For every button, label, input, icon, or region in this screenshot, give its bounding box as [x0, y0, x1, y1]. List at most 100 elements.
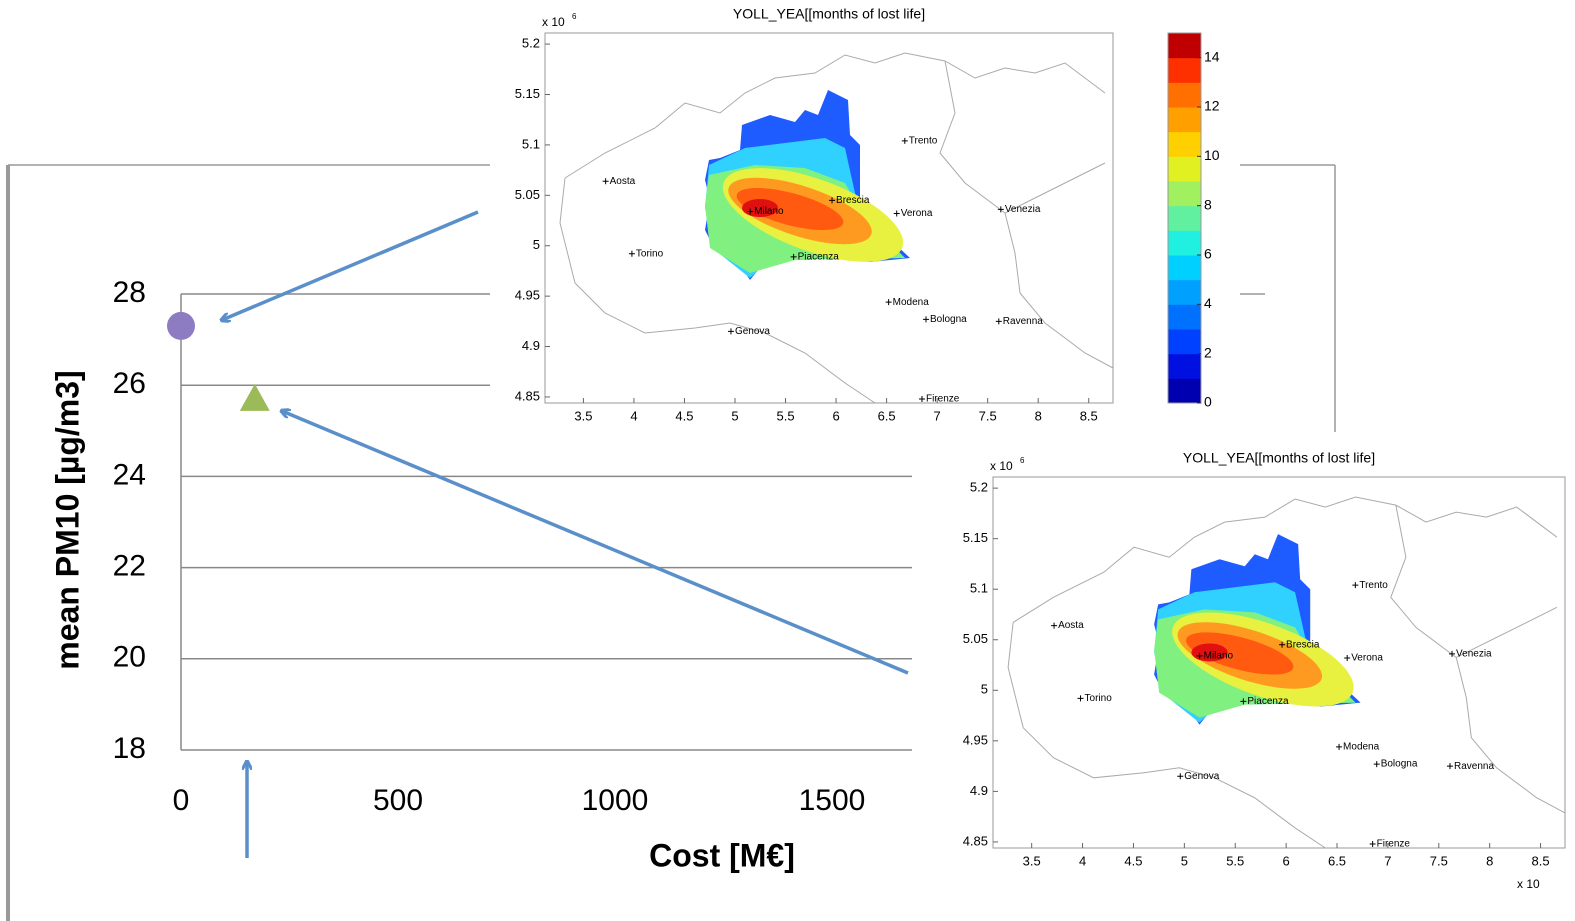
y-tick-label: 5 [533, 237, 540, 252]
arrow [222, 212, 478, 320]
y-tick-label: 20 [113, 641, 146, 674]
colorbar-tick-label: 8 [1204, 196, 1212, 212]
colorbar-cell [1168, 156, 1201, 181]
y-tick-label: 5.15 [963, 530, 988, 545]
y-tick-label: 4.85 [963, 833, 988, 848]
map-title: YOLL_YEA[[months of lost life] [1183, 450, 1375, 466]
body: 182022242628050010001500mean PM10 [µg/m3… [0, 0, 1575, 921]
y-exponent: 6 [572, 12, 577, 21]
y-tick-label: 5.1 [970, 581, 988, 596]
slide: 182022242628050010001500mean PM10 [µg/m3… [0, 0, 1575, 921]
colorbar-cell [1168, 82, 1201, 107]
city-label: Aosta [1058, 620, 1084, 631]
city-label: Bologna [1381, 759, 1418, 770]
x-tick-label: 7 [934, 408, 941, 423]
city-label: Brescia [1286, 639, 1320, 650]
x-tick-label: 7 [1384, 853, 1391, 868]
colorbar-cell [1168, 354, 1201, 379]
x-tick-label: 500 [373, 784, 423, 817]
colorbar-tick-label: 10 [1204, 147, 1220, 163]
city-label: Milano [754, 206, 784, 217]
x-tick-label: 6.5 [878, 408, 896, 423]
x-tick-label: 7.5 [1430, 853, 1448, 868]
city-label: Trento [1359, 580, 1388, 591]
city-label: Trento [909, 136, 938, 147]
x-tick-label: 7.5 [979, 408, 997, 423]
page: {"chart_data": [ {"type": "scatter", "x_… [0, 0, 1575, 921]
city-label: Verona [901, 208, 933, 219]
y-multiplier: x 10 [990, 459, 1013, 473]
y-tick-label: 5.05 [963, 631, 988, 646]
y-tick-label: 26 [113, 367, 146, 400]
x-tick-label: 1500 [799, 784, 866, 817]
colorbar-cell [1168, 329, 1201, 354]
x-tick-label: 3.5 [1023, 853, 1041, 868]
y-multiplier: x 10 [542, 15, 565, 29]
y-tick-label: 18 [113, 732, 146, 765]
colorbar-tick-label: 4 [1204, 295, 1212, 311]
x-tick-label: 1000 [582, 784, 649, 817]
city-label: Torino [636, 248, 664, 259]
city-label: Bologna [930, 314, 967, 325]
x-tick-label: 5.5 [1226, 853, 1244, 868]
city-label: Modena [893, 297, 930, 308]
y-tick-label: 22 [113, 550, 146, 583]
city-label: Brescia [836, 195, 870, 206]
city-label: Venezia [1005, 204, 1041, 215]
colorbar-cell [1168, 280, 1201, 305]
colorbar-tick-label: 0 [1204, 394, 1212, 410]
x-tick-label: 6.5 [1328, 853, 1346, 868]
x-tick-label: 5.5 [777, 408, 795, 423]
point [167, 312, 195, 340]
map-title: YOLL_YEA[[months of lost life] [733, 6, 925, 22]
colorbar-cell [1168, 378, 1201, 403]
city-label: Ravenna [1454, 761, 1494, 772]
city-label: Venezia [1456, 649, 1492, 660]
city-label: Aosta [610, 176, 636, 187]
point [240, 384, 270, 411]
y-tick-label: 5.15 [515, 86, 540, 101]
colorbar-cell [1168, 107, 1201, 132]
x-tick-label: 6 [1283, 853, 1290, 868]
x-tick-label: 4 [1079, 853, 1086, 868]
colorbar-cell [1168, 255, 1201, 280]
colorbar-tick-label: 14 [1204, 48, 1220, 64]
y-tick-label: 5.05 [515, 187, 540, 202]
colorbar-cell [1168, 304, 1201, 329]
city-label: Genova [1184, 771, 1219, 782]
x-tick-label: 8.5 [1532, 853, 1550, 868]
x-tick-label: 4 [630, 408, 637, 423]
x-tick-label: 4.5 [1124, 853, 1142, 868]
y-tick-label: 5.2 [970, 480, 988, 495]
x-tick-label: 8 [1035, 408, 1042, 423]
x-tick-label: 6 [832, 408, 839, 423]
x-tick-label: 0 [173, 784, 190, 817]
y-exponent: 6 [1020, 456, 1025, 465]
x-tick-label: 5 [731, 408, 738, 423]
x-tick-label: 8.5 [1080, 408, 1098, 423]
y-tick-label: 28 [113, 276, 146, 309]
x-tick-label: 3.5 [574, 408, 592, 423]
x-tick-label: 8 [1486, 853, 1493, 868]
colorbar-cell [1168, 230, 1201, 255]
arrow [282, 411, 908, 673]
y-tick-label: 4.9 [970, 783, 988, 798]
city-label: Firenze [1377, 839, 1411, 850]
city-label: Genova [735, 326, 770, 337]
y-tick-label: 4.95 [515, 288, 540, 303]
city-label: Modena [1343, 742, 1380, 753]
city-label: Torino [1085, 693, 1113, 704]
colorbar-cell [1168, 181, 1201, 206]
y-tick-label: 4.95 [963, 732, 988, 747]
y-tick-label: 4.85 [515, 388, 540, 403]
y-tick-label: 5.2 [522, 36, 540, 51]
y-axis-title: mean PM10 [µg/m3] [49, 370, 85, 669]
city-label: Piacenza [1247, 696, 1289, 707]
y-tick-label: 4.9 [522, 338, 540, 353]
x-tick-label: 5 [1181, 853, 1188, 868]
city-label: Piacenza [798, 251, 840, 262]
x-multiplier: x 10 [1517, 877, 1540, 891]
city-label: Ravenna [1003, 316, 1043, 327]
colorbar-cell [1168, 132, 1201, 157]
colorbar-cell [1168, 58, 1201, 83]
